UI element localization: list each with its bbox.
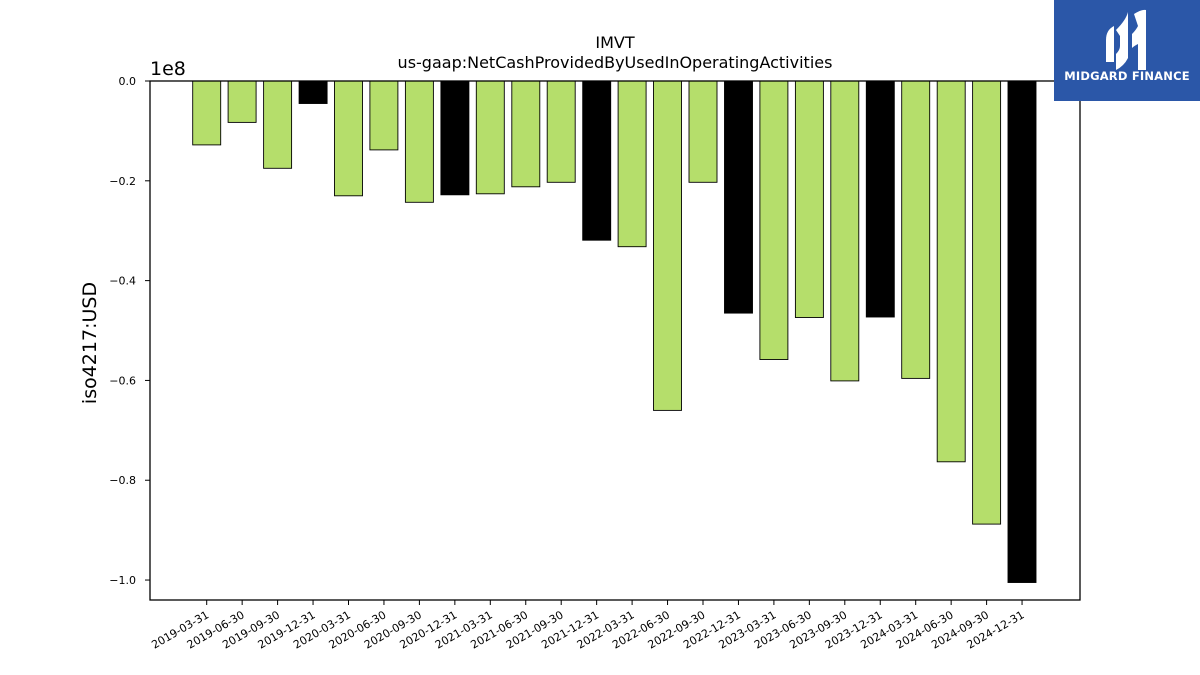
logo-text: MIDGARD FINANCE: [1064, 69, 1190, 83]
bar-2024-12-31: [1007, 80, 1037, 583]
bar-2019-06-30: [227, 80, 257, 123]
bar-2019-09-30: [263, 80, 293, 169]
bar-2020-09-30: [404, 80, 434, 203]
bar-2022-06-30: [653, 80, 682, 411]
y-tick-label: −0.4: [109, 275, 136, 288]
chart-title: IMVT: [595, 33, 634, 52]
y-tick-label: −1.0: [109, 574, 136, 587]
bar-2023-09-30: [830, 80, 860, 382]
bar-2023-03-31: [759, 80, 789, 360]
bar-2021-09-30: [546, 80, 576, 183]
bar-2019-12-31: [298, 80, 328, 104]
y-tick-label: −0.8: [109, 474, 136, 487]
bar-2019-03-31: [192, 80, 222, 146]
bar-2021-12-31: [582, 80, 612, 241]
bar-2023-12-31: [865, 80, 895, 318]
bar-2024-09-30: [972, 80, 1002, 525]
y-axis-ticks: 0.0 −0.2 −0.4 −0.6 −0.8 −1.0: [109, 75, 150, 587]
chart-subtitle: us-gaap:NetCashProvidedByUsedInOperating…: [398, 53, 833, 72]
y-tick-label: 0.0: [119, 75, 137, 88]
bar-2020-12-31: [440, 80, 470, 196]
plot-frame: [149, 80, 1081, 601]
bar-2021-03-31: [475, 80, 505, 195]
y-axis-label: iso4217:USD: [79, 282, 101, 404]
midgard-finance-logo: MIDGARD FINANCE: [1054, 0, 1200, 101]
bar-2020-03-31: [334, 80, 363, 197]
bar-2020-06-30: [369, 80, 399, 151]
bar-2024-03-31: [901, 80, 931, 379]
bars-group: [192, 80, 1037, 583]
bar-2021-06-30: [511, 80, 541, 188]
x-axis-ticks: 2019-03-312019-06-302019-09-302019-12-31…: [149, 600, 1027, 652]
y-scale-label: 1e8: [150, 58, 186, 80]
midgard-logo-icon: [1106, 9, 1146, 70]
bar-2023-06-30: [794, 80, 824, 318]
bar-2022-09-30: [688, 80, 718, 183]
bar-2022-03-31: [617, 80, 647, 248]
y-tick-label: −0.2: [109, 175, 136, 188]
bar-2024-06-30: [936, 80, 966, 463]
bar-2022-12-31: [724, 80, 753, 314]
y-tick-label: −0.6: [109, 374, 136, 387]
